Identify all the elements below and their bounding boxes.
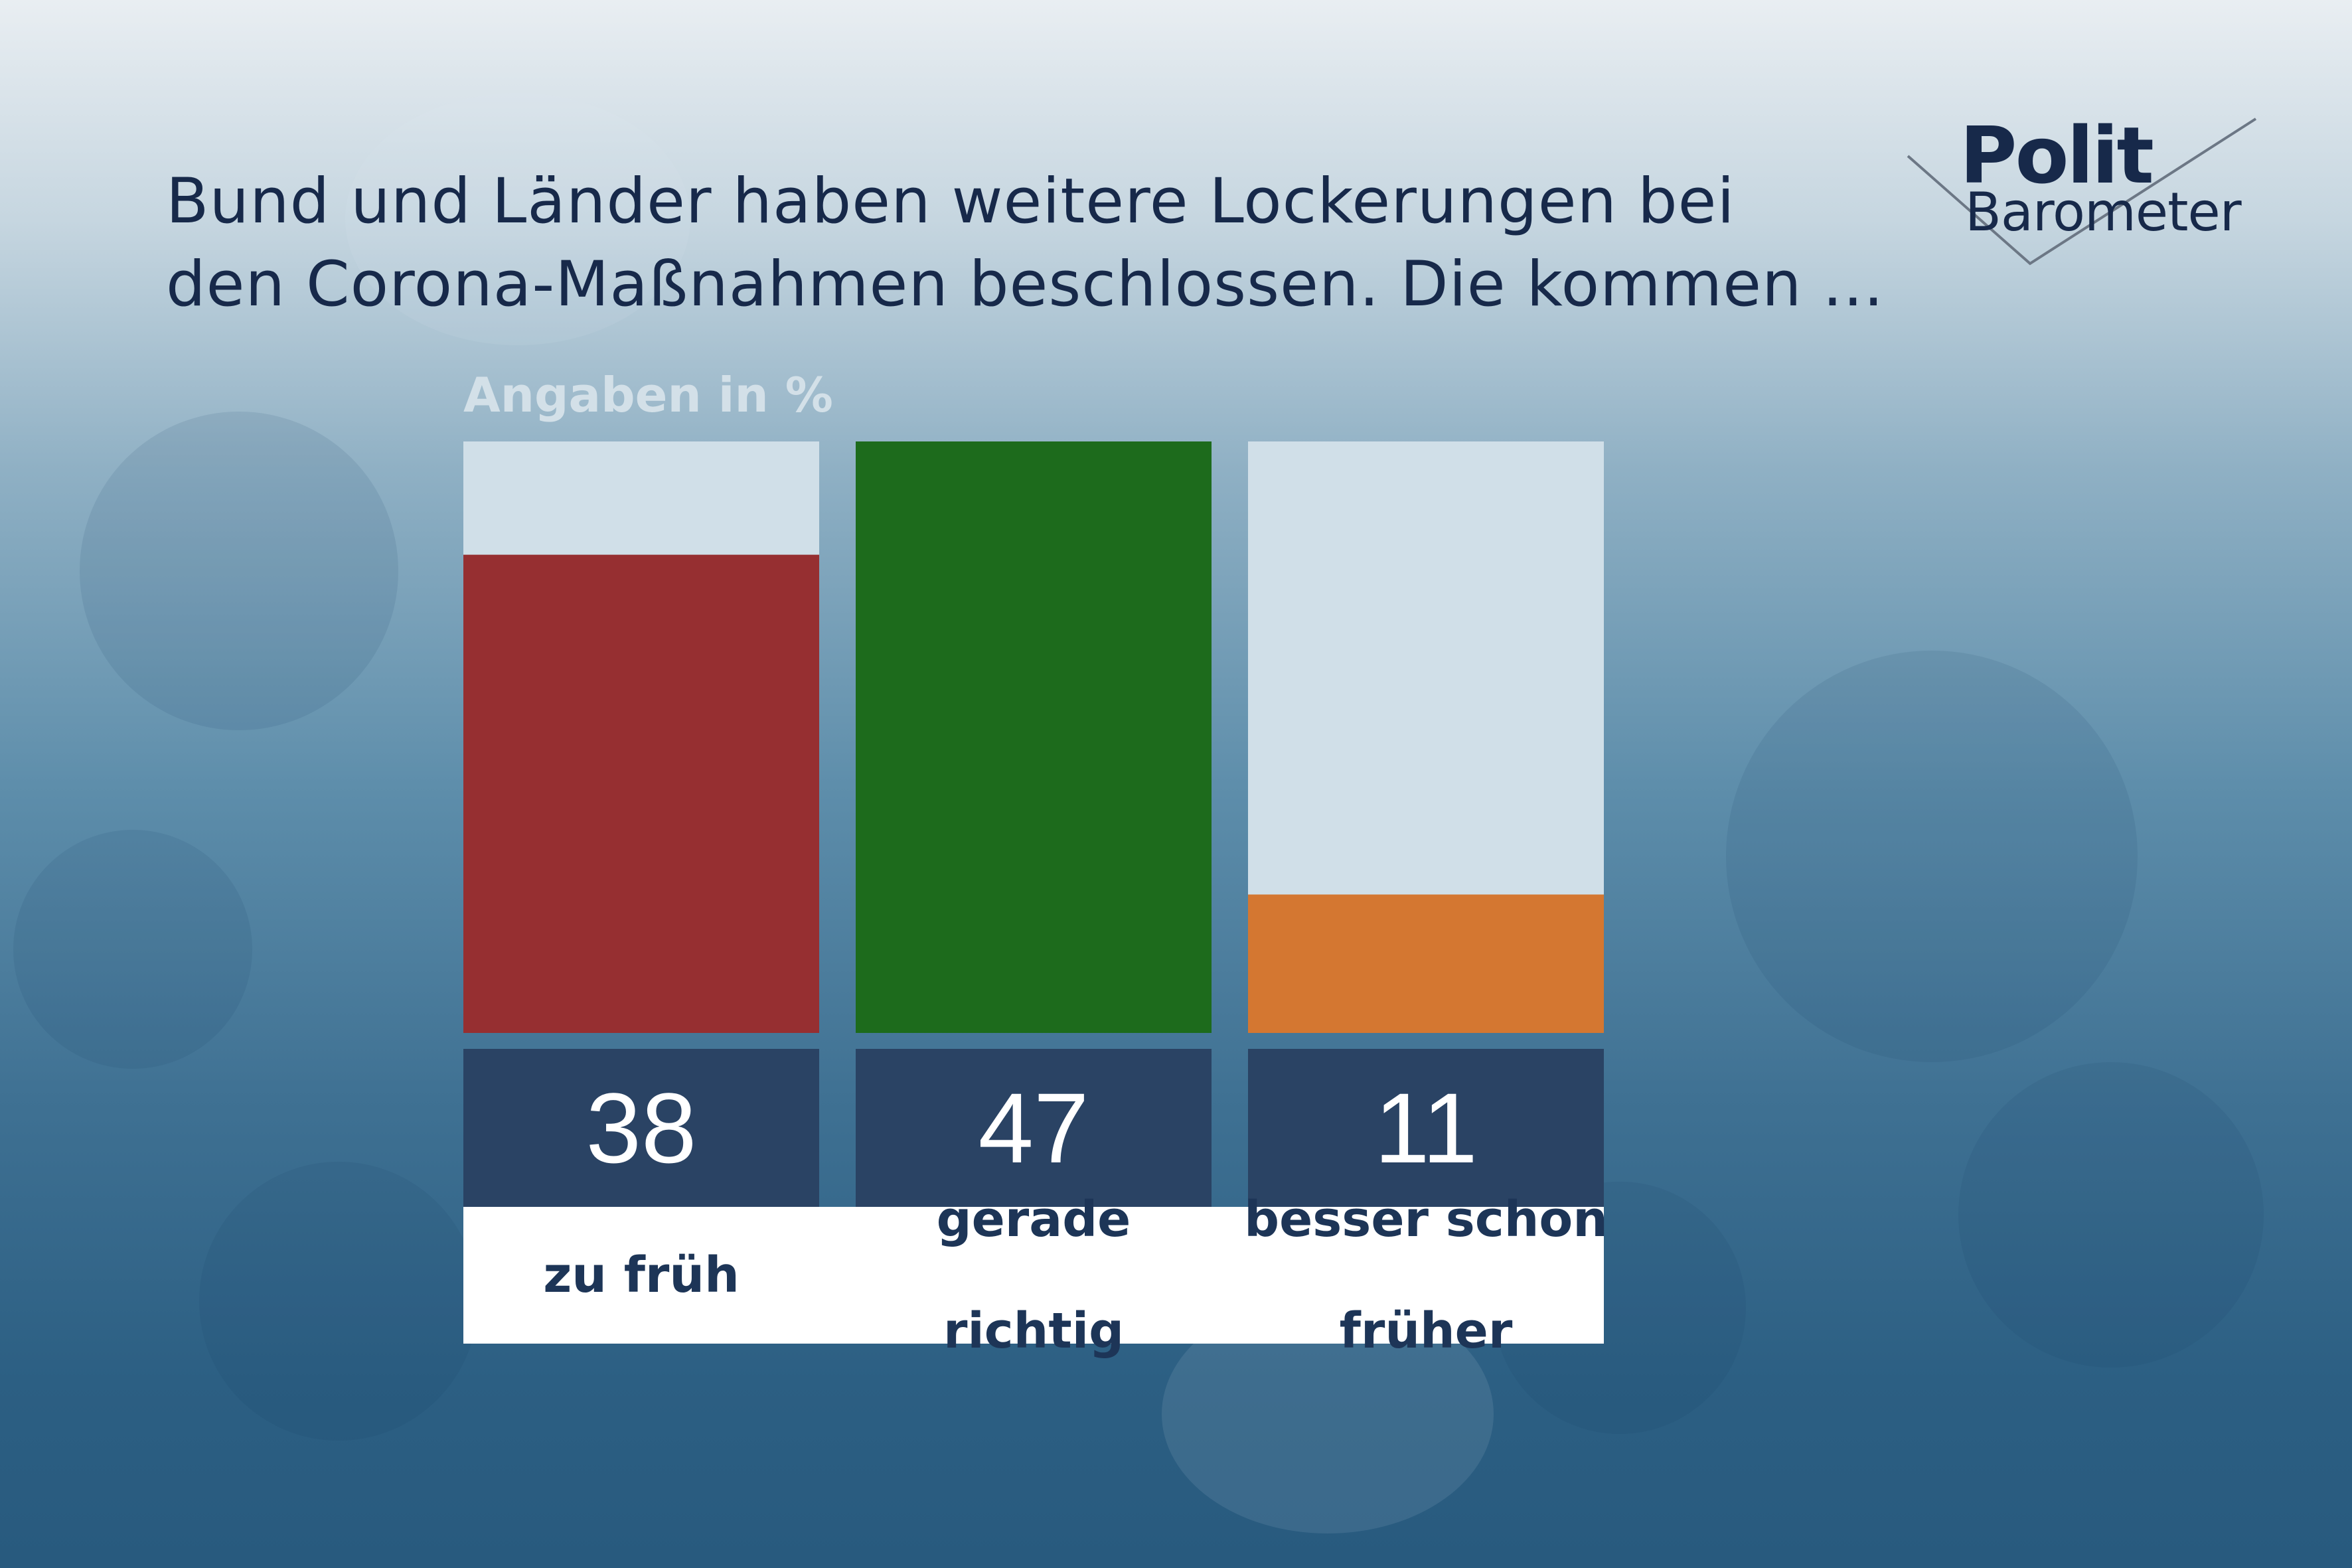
politbarometer-logo: Polit Barometer: [1905, 110, 2264, 272]
category-label-zu-frueh: zu früh: [455, 1207, 827, 1344]
value-label-gerade-richtig: 47: [856, 1049, 1212, 1207]
category-label-gerade-richtig: gerade richtig: [848, 1192, 1219, 1359]
category-label-gerade-richtig-line-1: gerade: [936, 1191, 1131, 1248]
logo-barometer-text: Barometer: [1965, 181, 2242, 243]
chart-title-line-2: den Corona-Maßnahmen beschlossen. Die ko…: [166, 248, 1885, 321]
category-label-band: [463, 1207, 1604, 1344]
unit-label: Angaben in %: [463, 367, 833, 423]
category-label-besser-schon-frueher-line-2: früher: [1339, 1302, 1513, 1360]
chart-title-line-1: Bund und Länder haben weitere Lockerunge…: [166, 165, 1735, 238]
checkmark-icon: [1907, 118, 2257, 266]
bar-gerade-richtig: [856, 441, 1212, 1033]
category-label-besser-schon-frueher-line-1: besser schon: [1244, 1191, 1608, 1248]
value-label-besser-schon-frueher: 11: [1248, 1049, 1604, 1207]
bar-besser-schon-frueher: [1248, 894, 1604, 1033]
bar-zu-frueh: [463, 554, 819, 1033]
logo-polit-text: Polit: [1960, 110, 2154, 201]
category-label-gerade-richtig-line-2: richtig: [943, 1302, 1125, 1360]
chart-title: Bund und Länder haben weitere Lockerunge…: [166, 160, 1958, 326]
category-label-besser-schon-frueher: besser schon früher: [1240, 1192, 1612, 1359]
value-label-zu-frueh: 38: [463, 1049, 819, 1207]
category-label-zu-frueh-line-1: zu früh: [543, 1247, 740, 1304]
